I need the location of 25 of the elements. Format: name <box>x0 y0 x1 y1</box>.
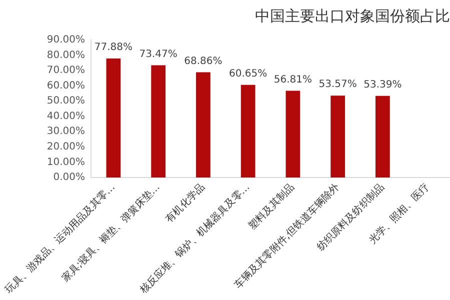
bar <box>376 96 390 178</box>
bar <box>286 90 300 178</box>
y-tick-label: 30.00% <box>46 126 86 138</box>
y-tick-label: 10.00% <box>46 156 86 168</box>
data-label: 77.88% <box>94 42 133 54</box>
data-label: 53.57% <box>318 79 357 90</box>
y-tick-label: 20.00% <box>46 142 86 152</box>
y-tick-label: 50.00% <box>46 96 86 107</box>
bar <box>330 96 345 178</box>
y-tick-label: 90.00% <box>46 34 86 46</box>
data-label: 53.39% <box>364 80 402 91</box>
y-tick-label: 40.00% <box>46 110 86 122</box>
y-tick-label: 70.00% <box>46 65 86 76</box>
chart-title: 中国主要出口对象国份额占比 <box>255 6 450 25</box>
data-label: 68.86% <box>184 56 222 67</box>
bar <box>240 84 256 178</box>
y-tick-label: 60.00% <box>46 80 86 92</box>
bar <box>151 65 166 178</box>
bar <box>196 72 210 178</box>
y-tick-label: 0.00% <box>53 172 86 184</box>
y-tick-label: 80.00% <box>46 50 86 61</box>
data-label: 60.65% <box>229 68 268 80</box>
data-label: 56.81% <box>274 74 312 86</box>
bar <box>106 58 121 178</box>
data-label: 73.47% <box>139 48 178 60</box>
